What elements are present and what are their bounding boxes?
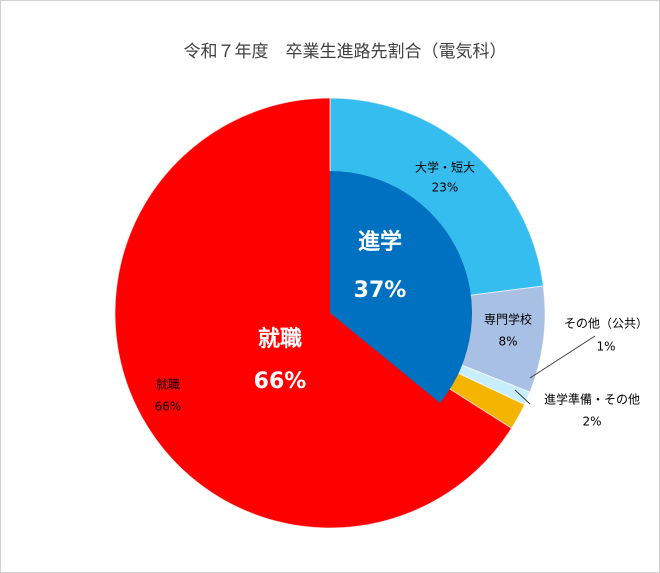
value-label: 37% (354, 278, 407, 303)
category-label: 大学・短大 (415, 160, 475, 175)
value-label: 23% (432, 181, 459, 195)
category-label: 就職 (258, 326, 302, 352)
category-label: 進学準備・その他 (544, 392, 640, 407)
slices (114, 97, 546, 529)
slice (188, 171, 440, 455)
leader-line (529, 335, 596, 379)
slice (330, 171, 472, 403)
category-label: 就職 (156, 378, 180, 392)
value-label: 66% (155, 400, 182, 414)
category-label: 専門学校 (484, 312, 532, 327)
chart-title: 令和７年度 卒業生進路先割合（電気科） (184, 42, 507, 62)
category-label: その他（公共） (564, 317, 648, 331)
value-label: 8% (498, 335, 517, 349)
value-label: 66% (254, 369, 307, 394)
category-label: 進学 (358, 229, 402, 255)
value-label: 2% (582, 415, 601, 429)
labels: 大学・短大 23% 専門学校 8% その他（公共） 1% 進学準備・その他 2% 就職 66% 進学… (155, 160, 648, 429)
leader-line (514, 389, 531, 405)
value-label: 1% (596, 340, 615, 354)
